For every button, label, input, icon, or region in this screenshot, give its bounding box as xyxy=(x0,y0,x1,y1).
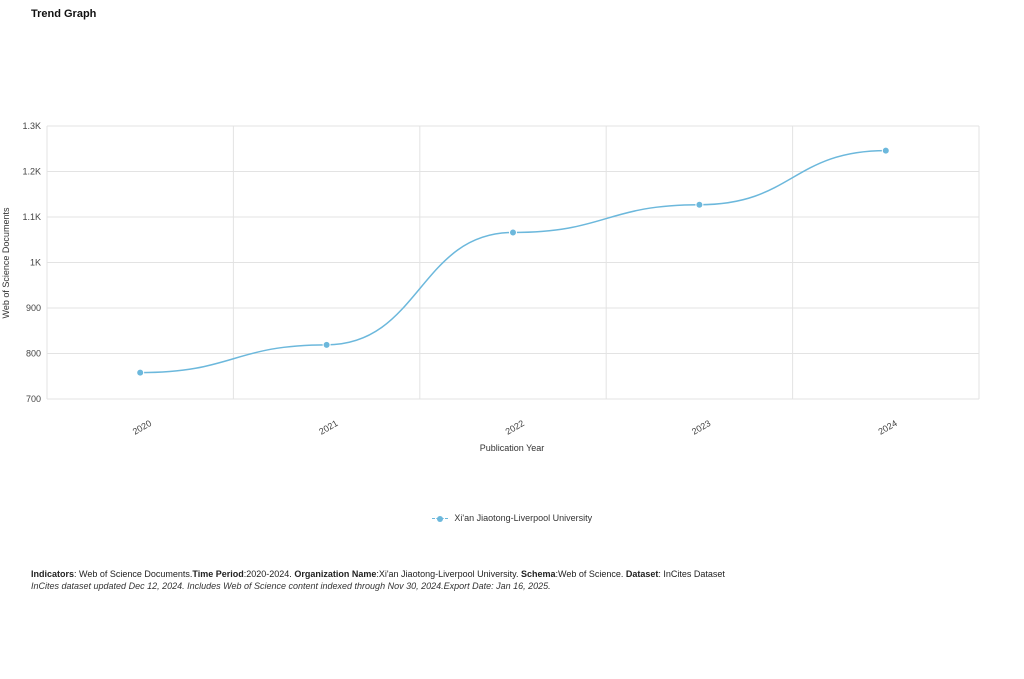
data-point[interactable] xyxy=(509,228,517,237)
footer-metadata: Indicators: Web of Science Documents.Tim… xyxy=(31,568,991,580)
indicators-label: Indicators xyxy=(31,569,75,579)
page-title: Trend Graph xyxy=(31,8,97,20)
schema-value: :Web of Science. xyxy=(555,569,626,579)
x-axis-ticks: 2020 2021 2022 2023 2024 xyxy=(131,418,899,437)
data-point[interactable] xyxy=(136,368,145,377)
indicators-value: : Web of Science Documents. xyxy=(74,569,193,579)
dataset-value: : InCites Dataset xyxy=(658,569,725,579)
trend-line-chart: 700 800 900 1K 1.1K 1.2K 1.3K 2020 2021 2022 2023… xyxy=(1,121,980,453)
x-tick-label: 2022 xyxy=(504,418,526,437)
x-axis-label: Publication Year xyxy=(480,443,545,453)
period-label: Time Period xyxy=(192,569,244,579)
data-point[interactable] xyxy=(881,146,890,155)
org-label: Organization Name xyxy=(294,569,377,579)
x-tick-label: 2020 xyxy=(131,418,153,437)
data-point[interactable] xyxy=(322,340,331,349)
x-tick-label: 2024 xyxy=(876,418,898,437)
y-tick-label: 1.3K xyxy=(22,121,41,131)
data-point[interactable] xyxy=(695,200,704,209)
series-points xyxy=(136,146,890,377)
y-tick-label: 1K xyxy=(30,258,41,268)
y-tick-label: 1.2K xyxy=(22,167,41,177)
y-tick-label: 1.1K xyxy=(22,212,41,222)
chart-grid xyxy=(46,125,980,400)
y-tick-label: 700 xyxy=(26,394,41,404)
period-value: :2020-2024. xyxy=(243,569,295,579)
x-tick-label: 2023 xyxy=(690,418,712,437)
series-line xyxy=(140,149,886,374)
footer-note: InCites dataset updated Dec 12, 2024. In… xyxy=(31,581,551,591)
chart-footer: Indicators: Web of Science Documents.Tim… xyxy=(31,568,991,592)
y-tick-label: 800 xyxy=(26,349,41,359)
y-tick-label: 900 xyxy=(26,303,41,313)
schema-label: Schema xyxy=(520,569,556,579)
chart-legend[interactable]: Xi'an Jiaotong-Liverpool University xyxy=(0,513,1024,523)
y-axis-ticks: 700 800 900 1K 1.1K 1.2K 1.3K xyxy=(22,121,41,404)
org-value: :Xi'an Jiaotong-Liverpool University. xyxy=(376,569,521,579)
x-tick-label: 2021 xyxy=(317,418,339,437)
dataset-label: Dataset xyxy=(625,569,659,579)
legend-label: Xi'an Jiaotong-Liverpool University xyxy=(454,513,593,523)
y-axis-label: Web of Science Documents xyxy=(1,207,11,318)
legend-swatch xyxy=(431,515,448,523)
